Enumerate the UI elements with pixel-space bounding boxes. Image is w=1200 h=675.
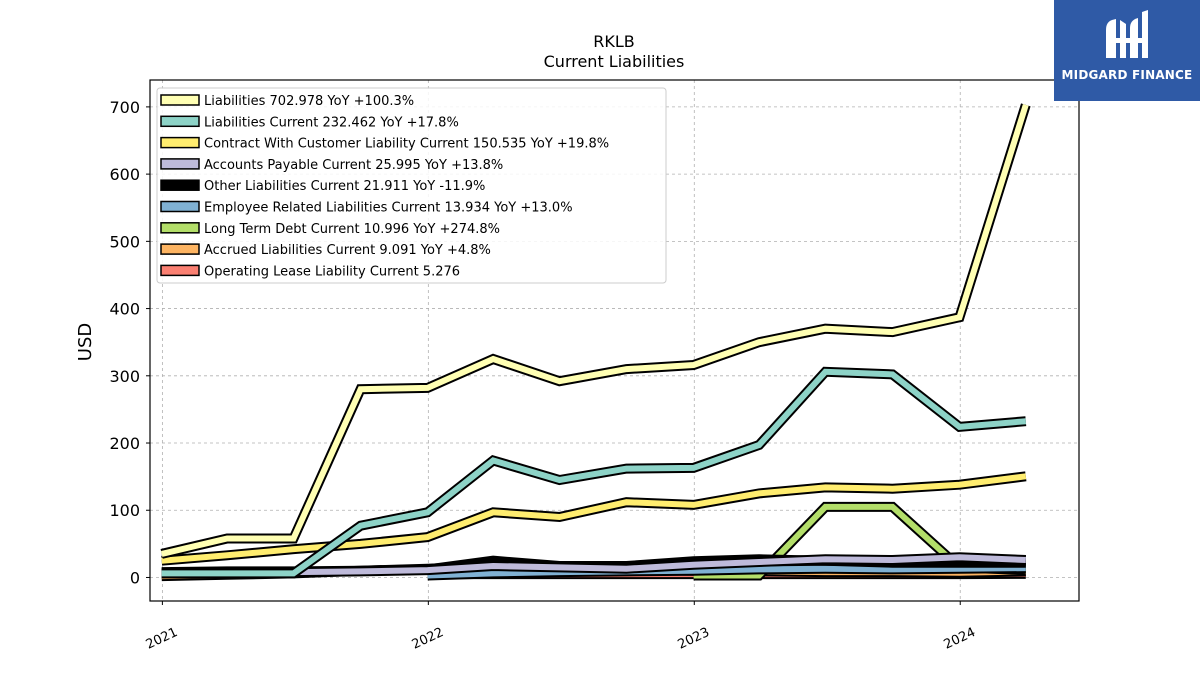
series-line	[161, 368, 1027, 577]
legend: Liabilities 702.978 YoY +100.3% Liabiliti…	[156, 87, 667, 284]
series-contract-with-customer-liability-current	[161, 471, 1027, 566]
series-line	[161, 104, 1029, 557]
legend-label: Liabilities 702.978 YoY +100.3%	[204, 94, 414, 109]
legend-swatch	[160, 200, 200, 213]
series-layer	[160, 103, 1031, 582]
legend-entry: Contract With Customer Liability Current…	[160, 136, 609, 152]
y-tick-label: 600	[109, 165, 140, 184]
legend-box	[156, 87, 667, 284]
x-tick-label: 2023	[676, 625, 712, 653]
legend-label: Liabilities Current 232.462 YoY +17.8%	[204, 115, 459, 130]
legend-entry: Operating Lease Liability Current 5.276	[160, 264, 460, 279]
series-liabilities-current	[161, 366, 1027, 579]
y-tick-label: 700	[109, 98, 140, 117]
legend-label: Other Liabilities Current 21.911 YoY -11…	[204, 179, 485, 194]
legend-swatch	[160, 264, 200, 277]
series-accounts-payable-current	[161, 552, 1027, 579]
legend-swatch	[160, 222, 200, 234]
y-tick-label: 200	[109, 434, 140, 453]
x-tick-label: 2024	[942, 625, 978, 653]
y-axis-label: USD	[75, 323, 96, 361]
legend-swatch	[160, 179, 200, 191]
x-tick-label: 2021	[144, 625, 180, 653]
legend-swatch	[160, 243, 200, 255]
brand-name: MIDGARD FINANCE	[1061, 68, 1193, 82]
legend-swatch	[160, 136, 200, 149]
series-employee-related-liabilities-current	[427, 563, 1026, 581]
legend-swatch	[160, 158, 200, 170]
legend-label: Accrued Liabilities Current 9.091 YoY +4…	[204, 243, 491, 258]
midgard-logo-icon	[1106, 10, 1148, 58]
legend-label: Operating Lease Liability Current 5.276	[204, 264, 460, 279]
y-tick-label: 100	[109, 501, 140, 520]
legend-swatch	[160, 115, 200, 128]
y-tick-label: 0	[130, 568, 140, 587]
chart-subtitle: Current Liabilities	[544, 52, 685, 71]
legend-entry: Long Term Debt Current 10.996 YoY +274.8…	[160, 222, 500, 237]
x-tick-label: 2022	[410, 625, 446, 653]
y-tick-label: 300	[109, 367, 140, 386]
legend-label: Accounts Payable Current 25.995 YoY +13.…	[204, 158, 503, 173]
legend-entry: Accrued Liabilities Current 9.091 YoY +4…	[160, 243, 491, 258]
y-tick-label: 400	[109, 300, 140, 319]
series-liabilities	[160, 103, 1031, 559]
legend-label: Contract With Customer Liability Current…	[204, 137, 609, 152]
series-line	[161, 554, 1026, 577]
legend-swatch	[160, 94, 200, 106]
legend-label: Employee Related Liabilities Current 13.…	[204, 201, 573, 216]
legend-entry: Employee Related Liabilities Current 13.…	[160, 200, 573, 216]
legend-label: Long Term Debt Current 10.996 YoY +274.8…	[204, 222, 500, 237]
brand-logo: MIDGARD FINANCE	[1054, 0, 1200, 101]
chart-title: RKLB	[593, 32, 635, 51]
legend-entry: Liabilities 702.978 YoY +100.3%	[160, 94, 414, 109]
legend-entry: Liabilities Current 232.462 YoY +17.8%	[160, 115, 459, 130]
legend-entry: Other Liabilities Current 21.911 YoY -11…	[160, 179, 485, 194]
plot-frame	[149, 79, 1080, 602]
legend-entry: Accounts Payable Current 25.995 YoY +13.…	[160, 158, 503, 173]
series-line	[427, 565, 1026, 579]
series-line	[161, 473, 1027, 564]
y-tick-label: 500	[109, 232, 140, 251]
